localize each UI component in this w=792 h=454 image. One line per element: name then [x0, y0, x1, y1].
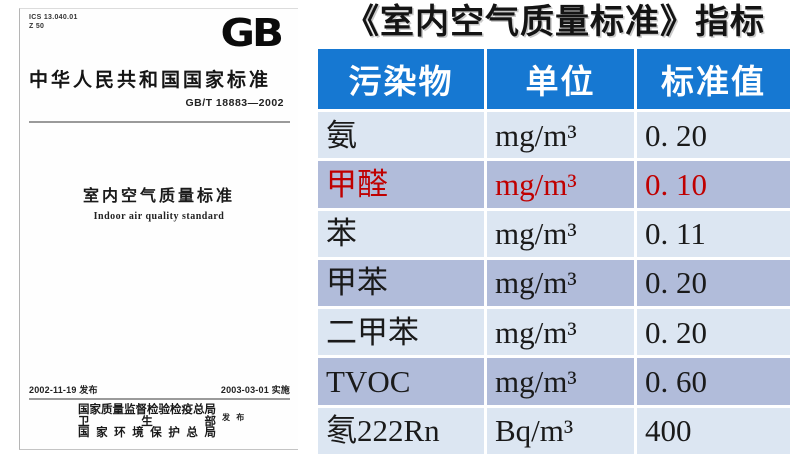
- document-cover: ICS 13.040.01 Z 50 GB 中华人民共和国国家标准 GB/T 1…: [19, 8, 298, 450]
- cell-unit: mg/m³: [487, 358, 634, 405]
- dates-row: 2002-11-19 发布 2003-03-01 实施: [29, 383, 290, 396]
- publisher-char: 境: [132, 427, 144, 439]
- cover-heading: 中华人民共和国国家标准: [29, 70, 272, 91]
- cell-value: 0. 20: [637, 259, 790, 307]
- publishers-block: 国家质量监督检验检疫总局卫生部国家环境保护总局: [78, 404, 217, 440]
- publisher-char: 验: [158, 404, 171, 416]
- cell-value: 0. 20: [637, 112, 790, 159]
- publisher-line: 卫生部: [78, 415, 217, 429]
- cell-unit: mg/m³: [487, 259, 634, 307]
- cover-title-cn: 室内空气质量标准: [82, 188, 235, 205]
- publisher-char: 保: [150, 427, 162, 439]
- publisher-char: 国: [78, 404, 90, 416]
- publisher-char: 家: [96, 427, 108, 439]
- cell-unit: mg/m³: [487, 112, 634, 159]
- cell-pollutant: 苯: [318, 210, 484, 257]
- cell-pollutant: 二甲苯: [318, 309, 484, 356]
- implement-date: 2003-03-01 实施: [220, 385, 290, 395]
- cell-value: 0. 10: [637, 161, 790, 208]
- publisher-char: 局: [204, 427, 216, 439]
- publisher-char: 局: [204, 404, 217, 416]
- cover-title-en: Indoor air quality standard: [93, 211, 225, 222]
- issue-date: 2002-11-19 发布: [29, 385, 98, 395]
- publisher-char: 督: [135, 404, 148, 416]
- gb-logo: GB: [220, 10, 284, 56]
- publisher-char: 护: [168, 427, 180, 439]
- cell-pollutant: 氡222Rn: [318, 407, 484, 454]
- cell-unit: Bq/m³: [487, 407, 634, 454]
- publisher-char: 国: [78, 427, 90, 439]
- publisher-char: 疫: [181, 404, 194, 416]
- publisher-line: 国家环境保护总局: [78, 427, 216, 440]
- standard-number: GB/T 18883—2002: [185, 97, 284, 109]
- publisher-line: 国家质量监督检验检疫总局: [78, 404, 217, 417]
- publisher-char: 卫: [78, 415, 90, 428]
- publisher-char: 检: [147, 404, 159, 416]
- standards-table: 污染物 单位 标准值氨 mg/m³ 0. 20 甲醛 mg/m³ 0. 10 苯 mg/m³ 0. …: [318, 49, 790, 454]
- cell-unit: mg/m³: [487, 161, 634, 208]
- publisher-char: 家: [89, 404, 102, 416]
- cell-pollutant: 氨: [318, 112, 484, 159]
- ics-code: ICS 13.040.01 Z 50: [29, 14, 78, 32]
- header-cell-2: 标准值: [637, 49, 790, 109]
- publisher-char: 总: [186, 427, 198, 439]
- header-cell-1: 单位: [487, 49, 634, 109]
- publisher-char: 生: [141, 415, 153, 428]
- publisher-char: 环: [114, 427, 126, 439]
- table-title: 《室内空气质量标准》指标: [345, 4, 765, 41]
- cell-pollutant: 甲苯: [318, 259, 484, 307]
- cell-pollutant: 甲醛: [318, 161, 484, 208]
- publisher-char: 检: [170, 404, 182, 416]
- publisher-char: 质: [101, 404, 113, 416]
- cell-value: 0. 60: [637, 358, 790, 405]
- ics-line1: ICS 13.040.01: [29, 14, 78, 21]
- cell-value: 0. 11: [637, 210, 790, 257]
- cell-value: 0. 20: [637, 309, 790, 356]
- divider-bottom: [29, 398, 290, 400]
- publisher-char: 量: [112, 404, 125, 416]
- publisher-char: 部: [204, 415, 217, 428]
- ics-line2: Z 50: [29, 22, 45, 30]
- divider-top: [29, 121, 290, 123]
- cell-unit: mg/m³: [487, 309, 634, 356]
- publisher-char: 监: [124, 404, 136, 416]
- publish-label: 发 布: [222, 413, 247, 422]
- publisher-char: 总: [193, 404, 205, 416]
- cell-value: 400: [637, 407, 790, 454]
- header-cell-0: 污染物: [318, 49, 484, 109]
- cell-pollutant: TVOC: [318, 358, 484, 405]
- cell-unit: mg/m³: [487, 210, 634, 257]
